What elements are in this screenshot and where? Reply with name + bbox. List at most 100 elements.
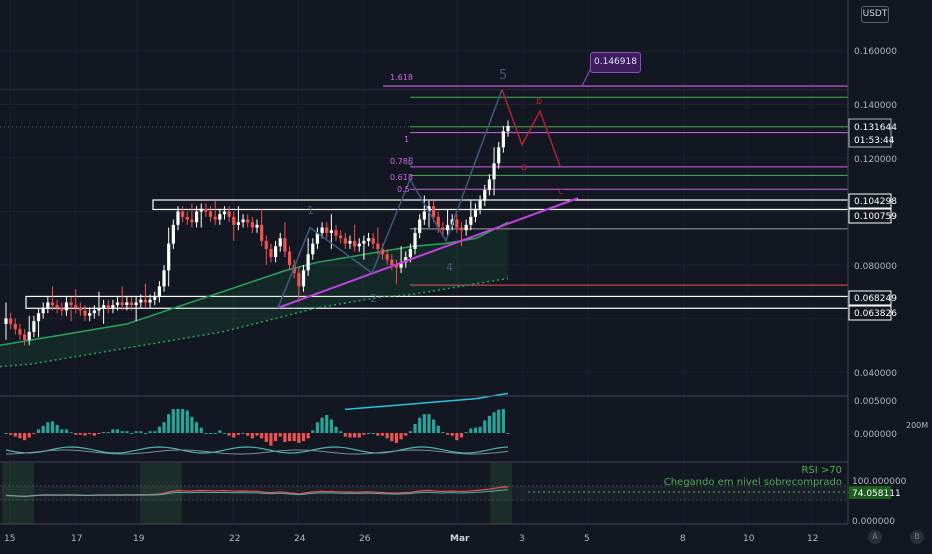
candle-body [36, 313, 41, 322]
wave-label-4: 4 [446, 261, 453, 274]
macd-bar [334, 426, 338, 433]
macd-bar [478, 426, 482, 433]
macd-bar [218, 430, 222, 433]
macd-bar [236, 433, 241, 435]
macd-bar [287, 433, 292, 442]
level-tag [848, 305, 892, 321]
macd-bar [41, 425, 45, 433]
macd-bar [311, 430, 315, 433]
macd-bar [129, 433, 134, 434]
macd-bar [385, 433, 389, 439]
price-tick: 0.080000 [854, 262, 897, 272]
candle-body [320, 227, 324, 233]
candle-body [176, 211, 180, 225]
macd-bar [348, 433, 352, 438]
macd-bar [36, 429, 41, 433]
overbought-highlight [2, 463, 34, 524]
macd-bar [390, 433, 394, 442]
rsi-tick: 100.000000 [852, 477, 907, 487]
candle-body [455, 219, 459, 228]
date-tick: 3 [519, 534, 525, 544]
candle-body [208, 211, 213, 217]
macd-bar [241, 433, 245, 434]
date-tick: 12 [807, 534, 818, 544]
candle-body [250, 222, 254, 228]
auto-scale-button[interactable]: A [868, 530, 882, 544]
wave-label-b: b [536, 96, 542, 107]
candle-body [473, 208, 478, 217]
fib-label-0786: 0.786 [390, 157, 413, 166]
candle-body [436, 216, 440, 228]
macd-bar [102, 432, 106, 434]
candle-body [357, 243, 361, 247]
rsi-note-text: Chegando em nivel sobrecomprado [663, 477, 842, 488]
candle-body [315, 232, 320, 244]
macd-bar [483, 420, 487, 433]
log-scale-button[interactable]: B [910, 530, 924, 544]
level-tag-label: 0.063826 [854, 309, 897, 319]
macd-bar [78, 433, 82, 435]
candle-body [380, 248, 385, 255]
macd-bar [339, 431, 343, 433]
macd-bar [194, 422, 199, 433]
candle-body [9, 318, 13, 324]
macd-line [5, 449, 509, 455]
candle-body [22, 334, 27, 340]
candle-body [418, 219, 422, 233]
macd-bar [190, 416, 194, 433]
candle-body [50, 302, 55, 306]
candle-body [311, 243, 315, 255]
rsi-tick: 0.000000 [852, 517, 895, 527]
candle-body [246, 219, 250, 223]
countdown-label: 01:53:44 [854, 136, 895, 146]
macd-bar [450, 433, 454, 436]
rsi-signal-line [5, 489, 509, 497]
candle-body [60, 307, 64, 311]
currency-label[interactable]: USDT [861, 6, 889, 23]
macd-bar [497, 409, 501, 433]
date-tick: Mar [450, 534, 470, 544]
macd-bar [394, 433, 399, 443]
date-tick: 26 [359, 534, 371, 544]
candle-body [134, 302, 138, 306]
candle-body [88, 313, 92, 316]
wave-label-5: 5 [499, 68, 507, 83]
macd-bar [83, 433, 87, 436]
date-tick: 5 [584, 534, 590, 544]
rsi-note-title: RSI >70 [801, 465, 842, 476]
candle-body [129, 302, 134, 306]
macd-bar [246, 433, 250, 436]
macd-bar [181, 409, 185, 433]
macd-bar [320, 417, 324, 433]
candle-body [4, 318, 8, 324]
candle-body [376, 243, 380, 249]
macd-bar [255, 433, 259, 436]
macd-bar [353, 433, 357, 438]
macd-bar [199, 427, 203, 433]
price-tick: 0.160000 [854, 47, 897, 57]
macd-bar [343, 433, 347, 437]
macd-bar [167, 414, 171, 433]
candle-body [329, 230, 333, 233]
macd-bar [22, 433, 27, 441]
macd-bar [32, 433, 36, 434]
macd-bar [171, 409, 175, 433]
date-tick: 10 [743, 534, 755, 544]
macd-bar [506, 433, 510, 434]
current-price-tag [848, 118, 892, 148]
candle-body [115, 302, 120, 306]
macd-bar [232, 433, 236, 438]
target-price-label: 0.146918 [590, 52, 641, 73]
candle-body [185, 216, 189, 220]
macd-bar [445, 433, 450, 435]
candle-body [120, 302, 124, 306]
macd-bar [376, 433, 380, 436]
macd-bar [88, 433, 92, 434]
macd-bar [371, 433, 375, 434]
candle-body [483, 190, 487, 201]
candle-body [264, 240, 268, 249]
macd-bar [357, 433, 361, 438]
price-tick: 0.140000 [854, 101, 897, 111]
trend-line [277, 197, 579, 309]
